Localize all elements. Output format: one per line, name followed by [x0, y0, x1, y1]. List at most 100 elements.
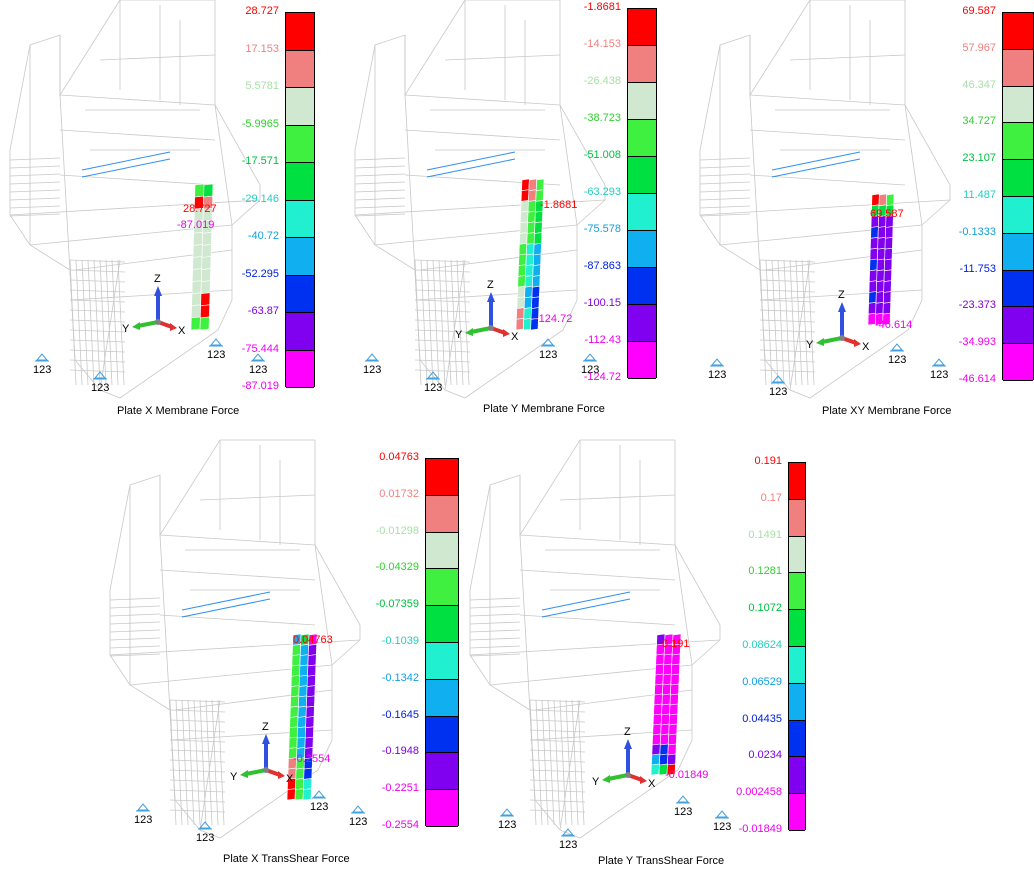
legend-value-label: 0.06529 [742, 675, 782, 688]
legend-swatch [789, 720, 805, 758]
wireframe-mesh [699, 0, 951, 399]
plate-element [877, 236, 886, 250]
axis-z-label: Z [487, 279, 494, 291]
legend-value-label: 23.107 [962, 152, 996, 165]
plate-result-contour [286, 633, 318, 801]
legend-swatch [628, 194, 656, 231]
plate-element [876, 280, 885, 293]
axis-x-label: X [286, 773, 294, 785]
plate-element [533, 242, 542, 256]
support-label: 123 [91, 382, 109, 394]
support-label: 123 [559, 839, 577, 851]
axis-z-label: Z [154, 273, 161, 285]
plate-element [666, 763, 676, 776]
plate-element [190, 316, 201, 331]
max-value-label: 0.191 [662, 638, 690, 650]
plate-element [286, 788, 296, 801]
support-marker: 123 [134, 803, 152, 826]
plate-element [298, 674, 308, 687]
coordinate-triad: Z Y X [592, 726, 656, 790]
panel-caption: Plate XY Membrane Force [822, 405, 952, 417]
legend-value-label: 0.01732 [379, 487, 419, 500]
plate-element [291, 654, 301, 667]
min-value-label: -46.614 [875, 319, 912, 331]
plate-element [668, 723, 678, 736]
legend-value-label: 28.727 [245, 5, 279, 17]
legend-value-label: -75.578 [583, 223, 621, 235]
legend-color-bar [788, 462, 806, 831]
support-marker: 123 [349, 805, 367, 828]
plate-element [662, 673, 672, 686]
legend-swatch [628, 9, 656, 46]
max-value-label: 69.587 [870, 208, 904, 220]
plate-element [516, 307, 525, 320]
axis-y-label: Y [806, 339, 814, 351]
plate-element [651, 753, 661, 766]
plate-element [194, 183, 205, 198]
plate-element [885, 226, 894, 239]
support-label: 123 [349, 816, 367, 828]
plate-element [297, 705, 307, 718]
legend-swatch [1003, 233, 1033, 271]
legend-swatch [286, 163, 314, 201]
support-label: 123 [930, 369, 948, 381]
legend-swatch [789, 499, 805, 537]
legend-value-label: -124.72 [583, 371, 621, 383]
plate-element [291, 643, 301, 656]
legend-value-label: -52.295 [241, 267, 279, 280]
legend-swatch [426, 716, 458, 754]
plate-element [307, 654, 317, 667]
support-marker: 123 [424, 371, 442, 394]
plate-element [288, 726, 298, 739]
legend-value-label: -100.15 [583, 297, 621, 309]
legend-value-label: -23.373 [958, 299, 996, 312]
plate-element [200, 280, 211, 295]
legend-value-label: 0.1072 [748, 602, 782, 615]
legend-swatch [286, 313, 314, 351]
support-marker: 123 [207, 338, 225, 361]
plate-element [303, 778, 313, 791]
support-marker: 123 [196, 821, 214, 844]
legend-swatch [789, 573, 805, 611]
legend-swatch [426, 790, 458, 827]
legend-value-label: -11.753 [959, 262, 997, 275]
legend-value-label: 0.002458 [736, 786, 782, 799]
min-value-label: -87.019 [177, 219, 214, 231]
support-label: 123 [498, 819, 516, 831]
plate-element [671, 653, 681, 666]
legend-swatch [789, 683, 805, 721]
plate-element [526, 221, 536, 234]
plate-element [191, 280, 202, 295]
plate-element [661, 703, 671, 716]
legend-color-bar [627, 8, 657, 379]
legend-value-label: 0.04435 [742, 712, 782, 725]
legend-swatch [426, 753, 458, 791]
plate-element [296, 726, 306, 739]
coordinate-triad: Z Y X [806, 289, 870, 353]
plate-element [302, 788, 312, 801]
axis-x-label: X [178, 325, 186, 337]
plate-element [650, 763, 660, 776]
plate-element [882, 301, 891, 315]
axis-y-label: Y [592, 776, 600, 788]
legend-value-label: 34.727 [962, 115, 996, 128]
legend-swatch [789, 757, 805, 795]
legend-color-bar [285, 12, 315, 388]
plate-element [661, 693, 671, 706]
plate-element [294, 788, 304, 801]
beam-lines [181, 591, 271, 618]
legend-swatch [628, 305, 656, 342]
plate-element [202, 231, 212, 246]
legend-value-label: 46.347 [962, 78, 996, 91]
legend-value-label: -0.1948 [381, 745, 419, 758]
plate-element [295, 778, 305, 791]
plate-element [534, 221, 543, 234]
legend-swatch [286, 275, 314, 313]
plate-element [655, 653, 665, 666]
plate-element [518, 242, 528, 256]
result-panel-plate-y-membrane: Z Y X 123 123 123 123 -1.8681 -124.72 -1.8681 -14… [345, 0, 690, 430]
panel-caption: Plate Y Membrane Force [483, 403, 605, 415]
support-label: 123 [33, 364, 51, 376]
plate-element [884, 258, 893, 272]
legend-swatch [286, 88, 314, 126]
